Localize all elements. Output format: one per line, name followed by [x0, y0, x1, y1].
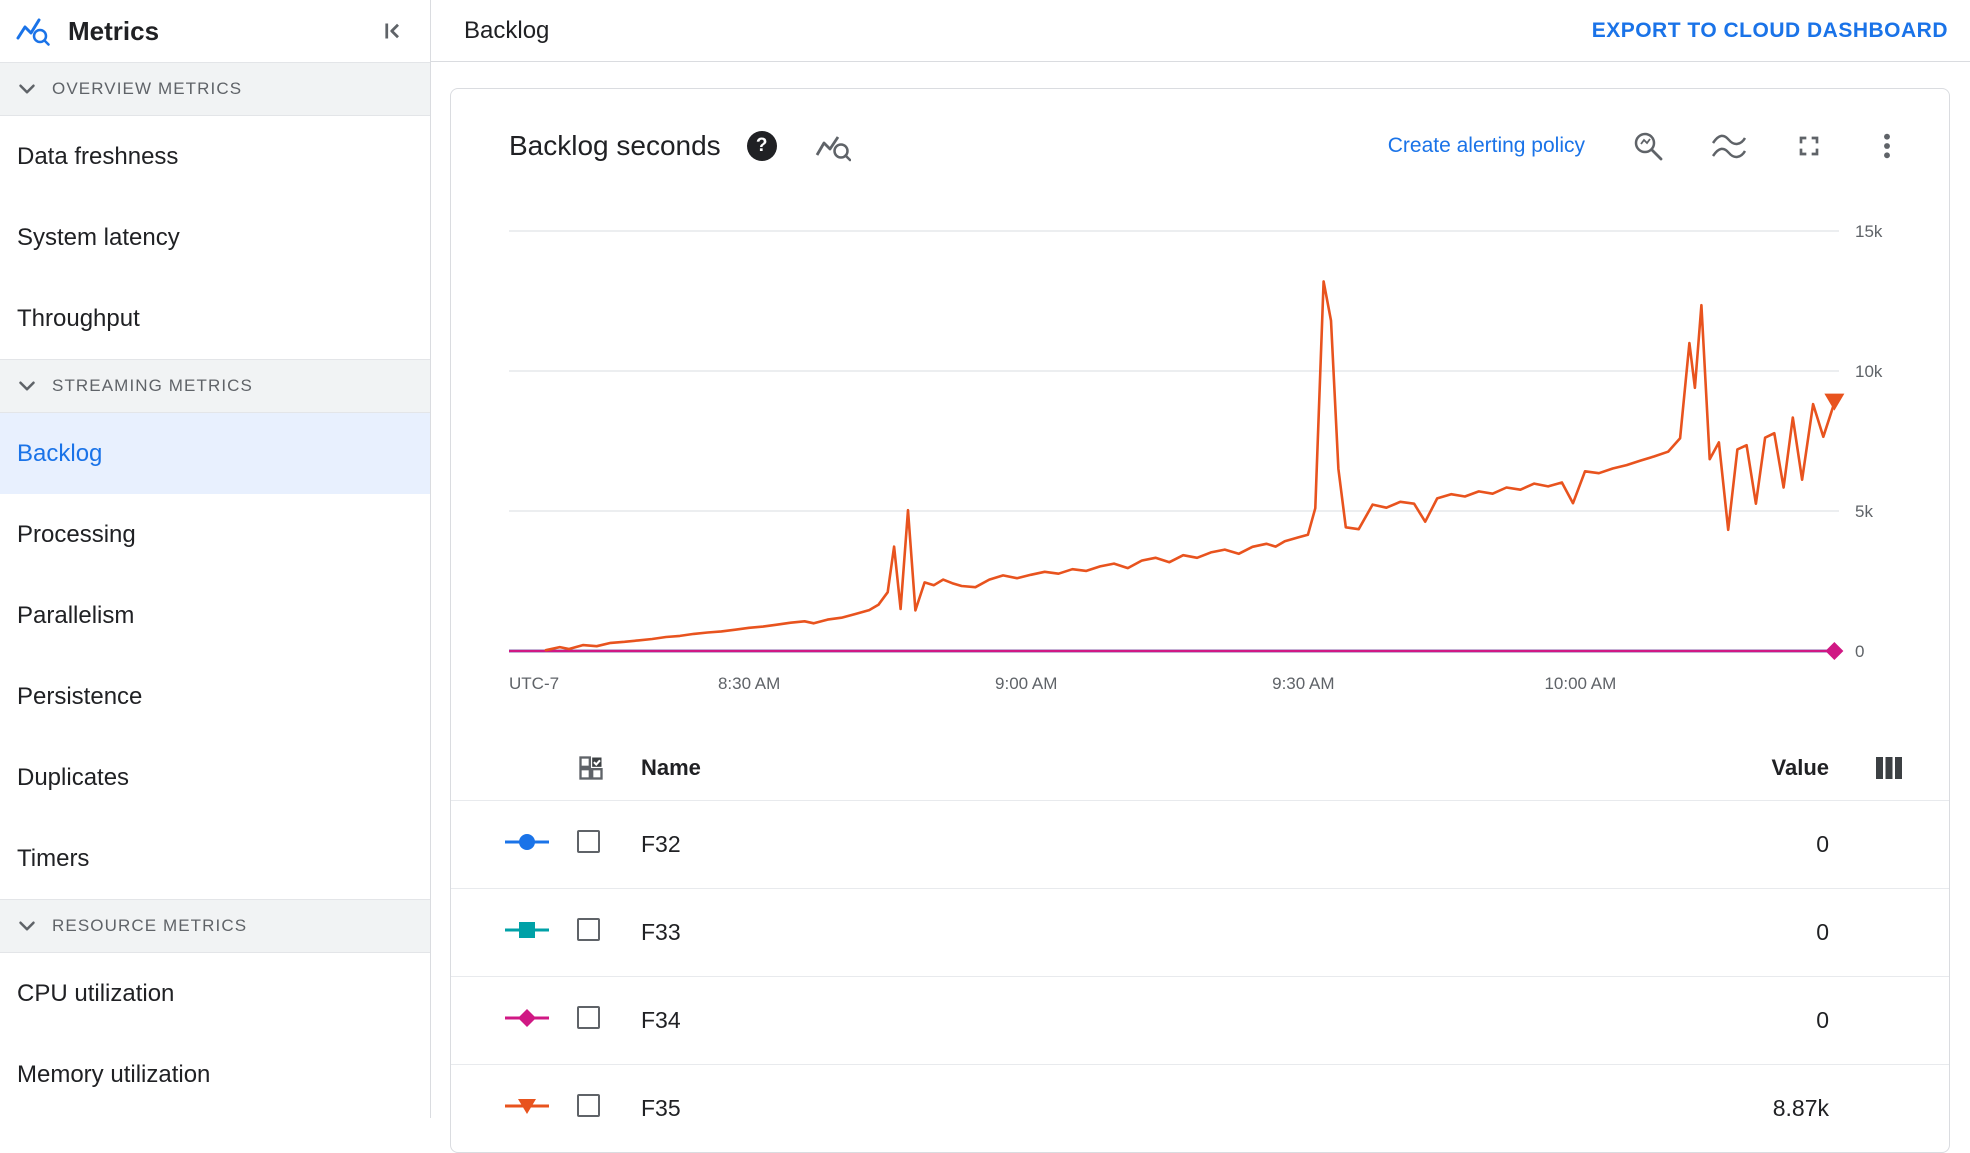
sidebar-title: Metrics	[68, 15, 160, 46]
collapse-sidebar-icon[interactable]	[378, 16, 408, 46]
x-tick-label: 10:00 AM	[1544, 674, 1616, 693]
sidebar-item-data-freshness[interactable]: Data freshness	[17, 142, 179, 170]
series-name: F33	[641, 919, 681, 945]
series-row-F32: F32 0	[451, 800, 1949, 888]
page-title: Backlog	[464, 16, 550, 44]
metrics-explorer-icon[interactable]	[815, 129, 851, 163]
timezone-label: UTC-7	[509, 674, 559, 693]
sidebar-item-memory-utilization[interactable]: Memory utilization	[17, 1060, 211, 1088]
sidebar-item-persistence[interactable]: Persistence	[17, 682, 143, 710]
reset-zoom-icon[interactable]	[1631, 129, 1665, 163]
series-checkbox-F35[interactable]	[577, 1094, 600, 1117]
series-checkbox-F32[interactable]	[577, 830, 600, 853]
export-to-cloud-dashboard-link[interactable]: EXPORT TO CLOUD DASHBOARD	[1591, 18, 1948, 42]
y-tick-label: 5k	[1855, 502, 1873, 521]
main-header: Backlog EXPORT TO CLOUD DASHBOARD	[431, 0, 1970, 62]
sidebar-header: Metrics	[0, 0, 430, 62]
series-name: F32	[641, 831, 681, 857]
sidebar-nav: OVERVIEW METRICS Data freshness System lat…	[0, 62, 430, 1115]
chart-area: 0 5k 10k 15k 8:30 AM 9:00 AM 9:30 AM 10:00 AM UT…	[451, 163, 1949, 710]
section-label: RESOURCE METRICS	[52, 916, 248, 935]
series-value: 0	[1816, 919, 1829, 945]
main-panel: Backlog EXPORT TO CLOUD DASHBOARD Backlo…	[431, 0, 1970, 1153]
backlog-chart[interactable]: 0 5k 10k 15k 8:30 AM 9:00 AM 9:30 AM 10:00 AM UT…	[507, 191, 1921, 705]
value-column-header: Value	[1771, 755, 1829, 780]
chevron-down-icon	[19, 921, 35, 931]
sidebar-item-throughput[interactable]: Throughput	[17, 304, 140, 332]
chart-card-header: Backlog seconds ? Create alerting policy	[451, 89, 1949, 163]
series-marker-F32	[505, 833, 549, 850]
chevron-down-icon	[19, 84, 35, 94]
y-tick-label: 10k	[1855, 362, 1883, 381]
series-name: F34	[641, 1007, 681, 1033]
section-header-resource-metrics[interactable]: RESOURCE METRICS	[0, 899, 430, 953]
section-label: STREAMING METRICS	[52, 376, 253, 395]
series-row-F35: F35 8.87k	[451, 1064, 1949, 1152]
chart-card: Backlog seconds ? Create alerting policy	[450, 88, 1950, 1153]
series-row-F34: F34 0	[451, 976, 1949, 1064]
series-marker-F34	[505, 1008, 549, 1027]
chart-actions	[1631, 129, 1903, 163]
section-header-overview-metrics[interactable]: OVERVIEW METRICS	[0, 62, 430, 116]
series-row-F33: F33 0	[451, 888, 1949, 976]
series-marker-F35	[505, 1098, 549, 1114]
series-value: 0	[1816, 831, 1829, 857]
sidebar-item-timers[interactable]: Timers	[17, 844, 90, 872]
y-tick-label: 0	[1855, 642, 1864, 661]
series-table-header: Name Value	[451, 736, 1949, 800]
metrics-sidebar: Metrics OVERVIEW METRICS Data freshness Sy…	[0, 0, 431, 1118]
series-value: 8.87k	[1772, 1095, 1829, 1121]
series-endpoint-F34	[1825, 642, 1844, 660]
x-tick-label: 9:00 AM	[995, 674, 1057, 693]
series-line-F35	[544, 280, 1836, 652]
metrics-logo-icon	[16, 14, 50, 48]
sidebar-item-cpu-utilization[interactable]: CPU utilization	[17, 979, 175, 1007]
series-endpoint-F35	[1824, 393, 1845, 411]
series-name: F35	[641, 1095, 681, 1121]
more-options-icon[interactable]	[1871, 130, 1903, 162]
sidebar-item-parallelism[interactable]: Parallelism	[17, 601, 135, 629]
section-header-streaming-metrics[interactable]: STREAMING METRICS	[0, 359, 430, 413]
fullscreen-icon[interactable]	[1793, 130, 1825, 162]
series-value: 0	[1816, 1007, 1829, 1033]
x-tick-label: 9:30 AM	[1272, 674, 1334, 693]
chevron-down-icon	[19, 381, 35, 391]
series-marker-F33	[505, 921, 549, 938]
toggle-all-series-icon[interactable]	[569, 754, 605, 782]
y-tick-label: 15k	[1855, 222, 1883, 241]
sidebar-item-duplicates[interactable]: Duplicates	[17, 763, 130, 791]
sidebar-item-backlog[interactable]: Backlog	[0, 413, 430, 494]
columns-icon[interactable]	[1874, 755, 1904, 781]
sidebar-item-processing[interactable]: Processing	[17, 520, 136, 548]
name-column-header: Name	[641, 755, 701, 780]
create-alerting-policy-link[interactable]: Create alerting policy	[1387, 134, 1585, 157]
series-table: Name Value F32 0 F33 0 F34 0 F35 8.87k	[451, 736, 1949, 1152]
help-icon[interactable]: ?	[746, 131, 777, 161]
sidebar-item-system-latency[interactable]: System latency	[17, 223, 180, 251]
area-chart-icon[interactable]	[1711, 131, 1747, 161]
x-tick-label: 8:30 AM	[718, 674, 780, 693]
section-label: OVERVIEW METRICS	[52, 79, 243, 98]
series-rows: F32 0 F33 0 F34 0 F35 8.87k	[451, 800, 1949, 1152]
series-checkbox-F34[interactable]	[577, 1006, 600, 1029]
chart-title: Backlog seconds	[509, 130, 721, 161]
series-checkbox-F33[interactable]	[577, 918, 600, 941]
